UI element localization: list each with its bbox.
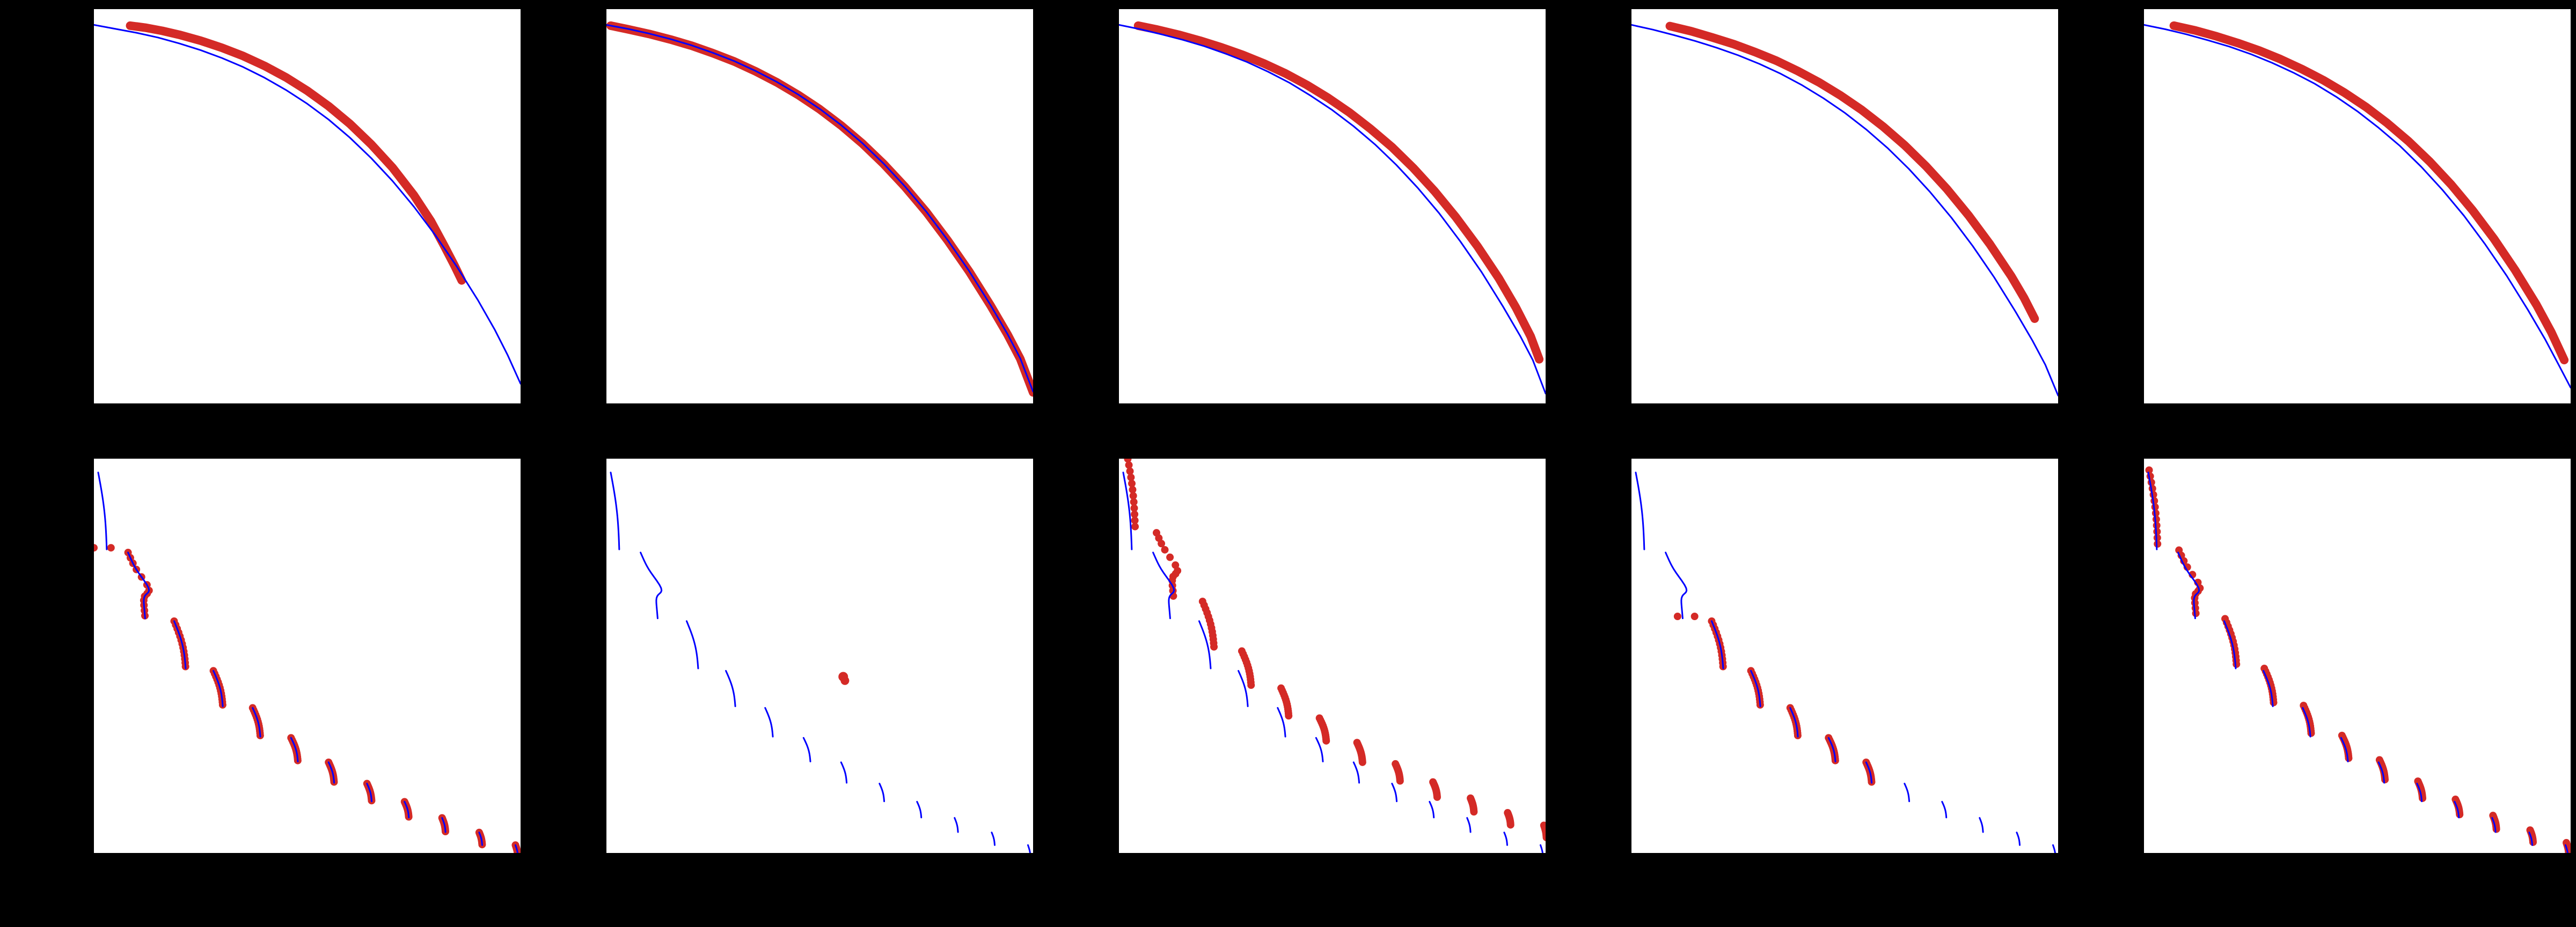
plot-panel-r1c3[interactable] — [1119, 9, 1546, 403]
series-red-r2c5 — [2145, 466, 2571, 853]
plot-area-r1c4 — [1631, 21, 2058, 396]
series-red-r2c2 — [838, 672, 850, 685]
plot-area-r2c5 — [2145, 466, 2571, 853]
series-red-r2c1 — [94, 544, 521, 853]
series-blue-r2c1 — [97, 472, 518, 853]
plot-area-r1c5 — [2144, 21, 2571, 389]
series-red-r1c2 — [606, 21, 1033, 397]
series-blue-r2c5 — [2147, 472, 2568, 853]
series-red-r1c1 — [126, 21, 466, 285]
series-blue-r2c2 — [610, 472, 1031, 853]
plot-area-r1c2 — [606, 21, 1033, 397]
plot-panel-r1c1[interactable] — [94, 9, 521, 403]
plot-area-r2c2 — [610, 472, 1031, 853]
plot-panel-r1c4[interactable] — [1631, 9, 2058, 403]
plot-area-r2c3 — [1122, 459, 1546, 853]
plot-area-r1c1 — [94, 21, 521, 385]
plot-panel-r2c2[interactable] — [606, 459, 1033, 853]
plot-area-r2c1 — [94, 472, 521, 853]
series-red-r2c3 — [1124, 459, 1546, 841]
series-blue-r1c4 — [1631, 24, 2058, 396]
series-red-r2c4 — [1673, 613, 1876, 786]
plot-panel-r2c1[interactable] — [94, 459, 521, 853]
plot-panel-r1c2[interactable] — [606, 9, 1033, 403]
plot-panel-r2c4[interactable] — [1631, 459, 2058, 853]
plot-panel-r2c3[interactable] — [1119, 459, 1546, 853]
series-blue-r1c1 — [94, 24, 521, 385]
series-blue-r2c4 — [1635, 472, 2056, 853]
series-blue-r1c3 — [1119, 24, 1546, 395]
series-blue-r1c2 — [606, 24, 1033, 393]
plot-area-r2c4 — [1635, 472, 2056, 853]
plot-area-r1c3 — [1119, 21, 1546, 395]
plot-panel-r1c5[interactable] — [2144, 9, 2571, 403]
series-red-r1c5 — [2169, 21, 2569, 365]
series-red-r1c3 — [1133, 21, 1544, 364]
series-red-r1c4 — [1665, 21, 2039, 323]
series-blue-r1c5 — [2144, 24, 2571, 389]
series-blue-r2c3 — [1122, 472, 1543, 853]
plot-panel-r2c5[interactable] — [2144, 459, 2571, 853]
